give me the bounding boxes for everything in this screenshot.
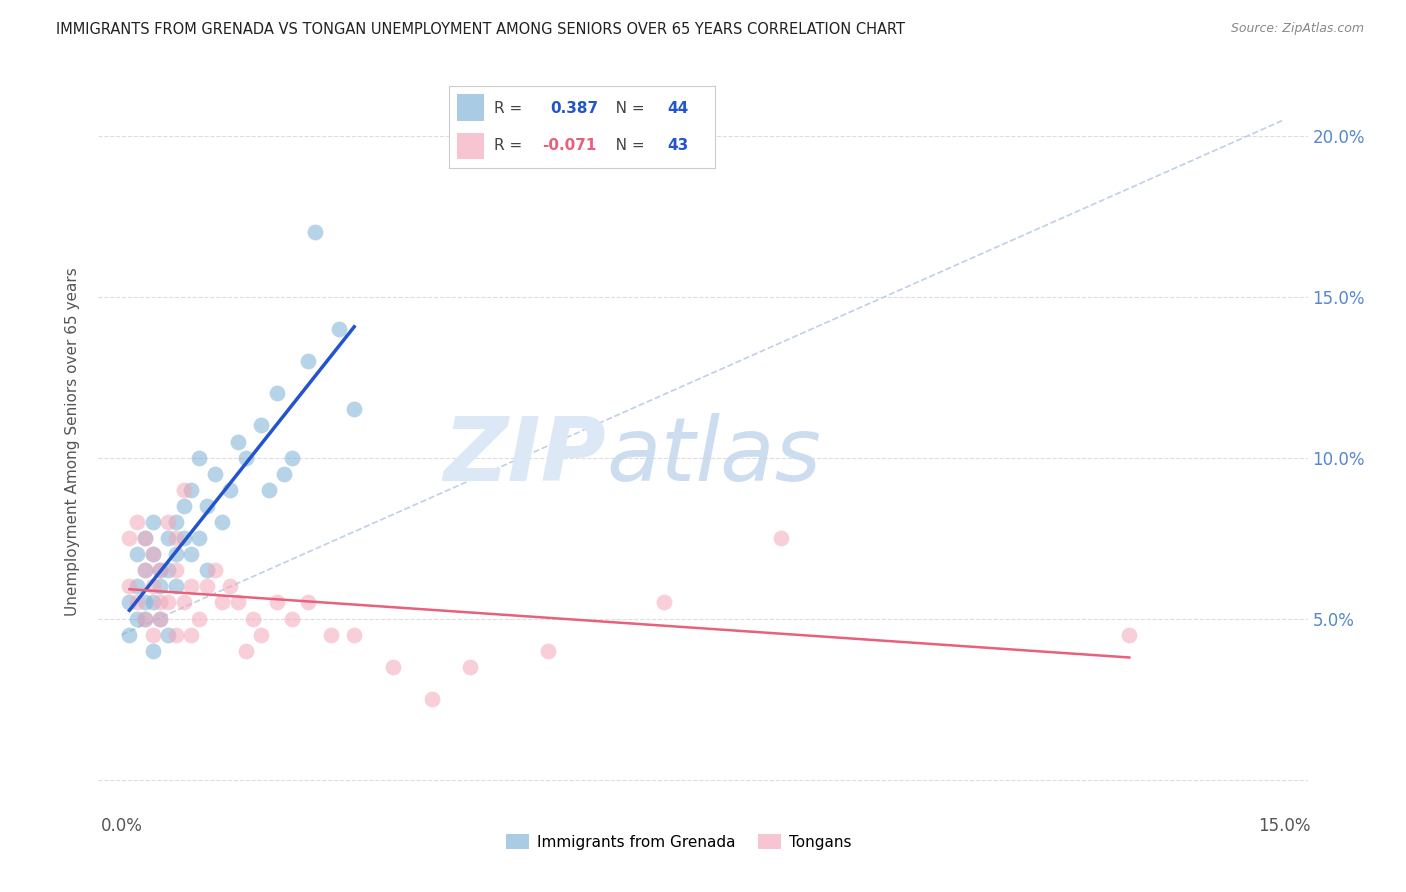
Point [165,531,187,545]
Point [273,467,295,481]
Point [134,595,156,609]
Point [343,628,366,642]
Point [118,628,141,642]
Point [420,692,443,706]
Point [381,660,404,674]
Point [142,547,165,561]
Point [328,322,350,336]
Point [157,563,180,577]
Point [134,531,156,545]
Point [134,563,156,577]
Point [142,628,165,642]
Point [343,402,366,417]
Point [769,531,792,545]
Point [165,563,187,577]
Point [142,547,165,561]
Point [180,547,202,561]
Point [226,595,249,609]
Point [219,483,242,497]
Point [195,563,218,577]
Point [173,531,195,545]
Point [118,531,141,545]
Point [235,450,257,465]
Point [250,418,273,433]
Point [195,499,218,513]
Point [204,563,226,577]
Point [149,563,172,577]
Point [165,547,187,561]
Point [173,483,195,497]
Point [142,579,165,593]
Text: atlas: atlas [606,413,821,500]
Point [257,483,280,497]
Point [304,225,326,239]
Point [235,644,257,658]
Point [165,628,187,642]
Point [460,660,482,674]
Text: Source: ZipAtlas.com: Source: ZipAtlas.com [1230,22,1364,36]
Point [537,644,560,658]
Point [195,579,218,593]
Point [142,515,165,529]
Point [134,611,156,625]
Point [134,563,156,577]
Point [188,611,211,625]
Point [188,450,211,465]
Point [188,531,211,545]
Point [281,450,304,465]
Point [266,386,288,401]
Legend: Immigrants from Grenada, Tongans: Immigrants from Grenada, Tongans [501,828,858,856]
Y-axis label: Unemployment Among Seniors over 65 years: Unemployment Among Seniors over 65 years [65,268,80,615]
Point [149,563,172,577]
Point [165,515,187,529]
Point [1118,628,1140,642]
Point [127,611,149,625]
Point [204,467,226,481]
Point [157,531,180,545]
Point [127,515,149,529]
Point [127,595,149,609]
Point [180,628,202,642]
Point [173,499,195,513]
Point [118,579,141,593]
Point [180,483,202,497]
Point [226,434,249,449]
Point [149,611,172,625]
Point [149,595,172,609]
Point [281,611,304,625]
Point [165,579,187,593]
Point [297,595,319,609]
Point [297,354,319,368]
Point [319,628,342,642]
Point [211,515,233,529]
Point [211,595,233,609]
Point [134,531,156,545]
Point [157,595,180,609]
Point [149,579,172,593]
Point [250,628,273,642]
Text: ZIP: ZIP [443,413,606,500]
Point [242,611,264,625]
Point [219,579,242,593]
Point [157,628,180,642]
Point [118,595,141,609]
Point [173,595,195,609]
Point [652,595,675,609]
Point [149,611,172,625]
Point [134,611,156,625]
Point [157,515,180,529]
Point [127,547,149,561]
Text: IMMIGRANTS FROM GRENADA VS TONGAN UNEMPLOYMENT AMONG SENIORS OVER 65 YEARS CORRE: IMMIGRANTS FROM GRENADA VS TONGAN UNEMPL… [56,22,905,37]
Point [142,595,165,609]
Point [180,579,202,593]
Point [266,595,288,609]
Point [127,579,149,593]
Point [142,644,165,658]
